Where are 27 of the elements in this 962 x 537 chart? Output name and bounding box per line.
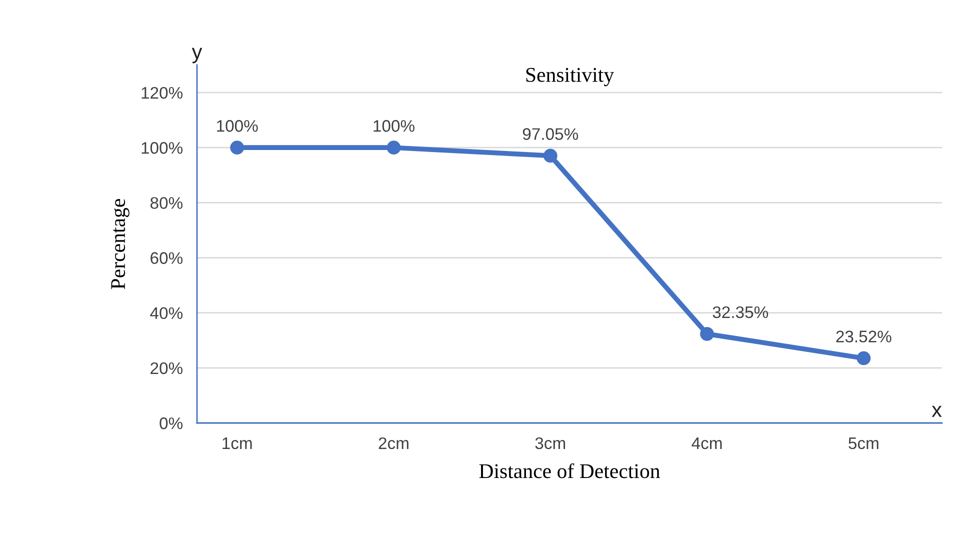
point <box>230 140 244 155</box>
y-tick-label: 40% <box>150 307 183 320</box>
x-tick-label: 3cm <box>535 437 566 450</box>
x-axis-title: Distance of Detection <box>479 463 660 478</box>
x-tick-label: 1cm <box>222 438 252 450</box>
x-tick-label: 2cm <box>378 437 408 450</box>
point <box>700 326 714 341</box>
data-label: 100% <box>374 120 414 132</box>
point <box>543 148 558 163</box>
y-tick-label: 80% <box>150 197 183 209</box>
y-tick-label: 120% <box>142 86 183 99</box>
y-tick-label: 60% <box>150 252 183 264</box>
annotation: x <box>932 406 942 417</box>
chart-title: Sensitivity <box>526 68 614 86</box>
x-tick-label: 5cm <box>848 438 878 450</box>
data-label: 23.52% <box>836 330 892 342</box>
x-tick-label: 4cm <box>692 438 722 450</box>
text: y <box>192 48 202 64</box>
point <box>856 351 871 366</box>
y-axis-title: Percentage <box>111 199 130 290</box>
data-label: 97.05% <box>522 128 578 140</box>
y-tick-label: 100% <box>142 142 183 154</box>
y-tick-label: 20% <box>150 362 183 374</box>
y-tick-label: 0% <box>160 417 183 430</box>
data-label: 100% <box>217 120 258 132</box>
point <box>386 140 401 155</box>
data-label: 32.35% <box>712 306 768 318</box>
